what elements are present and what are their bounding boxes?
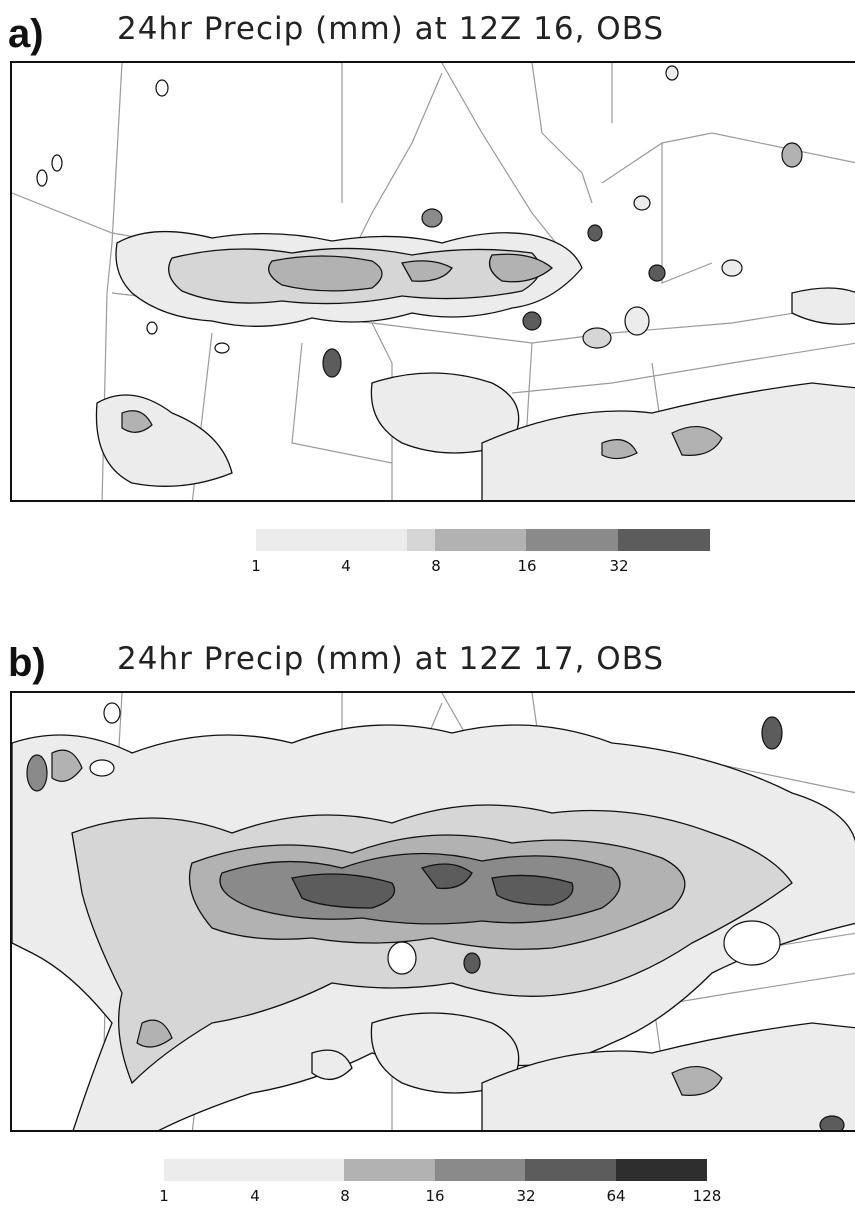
precip-south-a <box>95 287 855 500</box>
cells-a <box>36 65 803 378</box>
precip-south-dark-b <box>51 749 723 1096</box>
colorbar-a-tick: 1 <box>251 557 261 575</box>
panel-a-title: 24hr Precip (mm) at 12Z 16, OBS <box>117 11 665 47</box>
panel-b-map <box>10 691 855 1132</box>
colorbar-a-swatch <box>435 529 526 551</box>
precip-south-b <box>311 1012 855 1130</box>
colorbar-a-tick: 4 <box>341 557 351 575</box>
colorbar-a-swatch <box>526 529 618 551</box>
colorbar-b-tick: 16 <box>425 1187 445 1205</box>
panel-a-letter: a) <box>8 12 44 56</box>
precip-band-b <box>12 724 855 1130</box>
colorbar-b-swatch <box>616 1159 707 1181</box>
colorbar-b-swatch <box>344 1159 435 1181</box>
colorbar-a-tick: 16 <box>517 557 537 575</box>
colorbar-a-tick: 8 <box>431 557 441 575</box>
colorbar-a-swatch <box>256 529 407 551</box>
colorbar-b-tick: 4 <box>250 1187 260 1205</box>
colorbar-b <box>164 1159 707 1181</box>
colorbar-b-tick: 1 <box>159 1187 169 1205</box>
colorbar-b-tick: 8 <box>340 1187 350 1205</box>
precip-south-dark-a <box>121 410 723 460</box>
colorbar-b-tick: 128 <box>692 1187 722 1205</box>
colorbar-a-tick: 32 <box>609 557 629 575</box>
colorbar-a <box>256 529 710 551</box>
colorbar-b-swatch <box>164 1159 344 1181</box>
colorbar-b-tick: 64 <box>606 1187 626 1205</box>
colorbar-a-swatch <box>618 529 710 551</box>
panel-a-map <box>10 61 855 502</box>
cells-b <box>26 702 845 1130</box>
colorbar-b-tick: 32 <box>516 1187 536 1205</box>
panel-b-letter: b) <box>8 641 46 685</box>
precip-band-a <box>115 230 583 327</box>
colorbar-b-swatch <box>525 1159 616 1181</box>
colorbar-b-swatch <box>435 1159 525 1181</box>
panel-b-title: 24hr Precip (mm) at 12Z 17, OBS <box>117 641 665 677</box>
colorbar-a-swatch <box>407 529 435 551</box>
